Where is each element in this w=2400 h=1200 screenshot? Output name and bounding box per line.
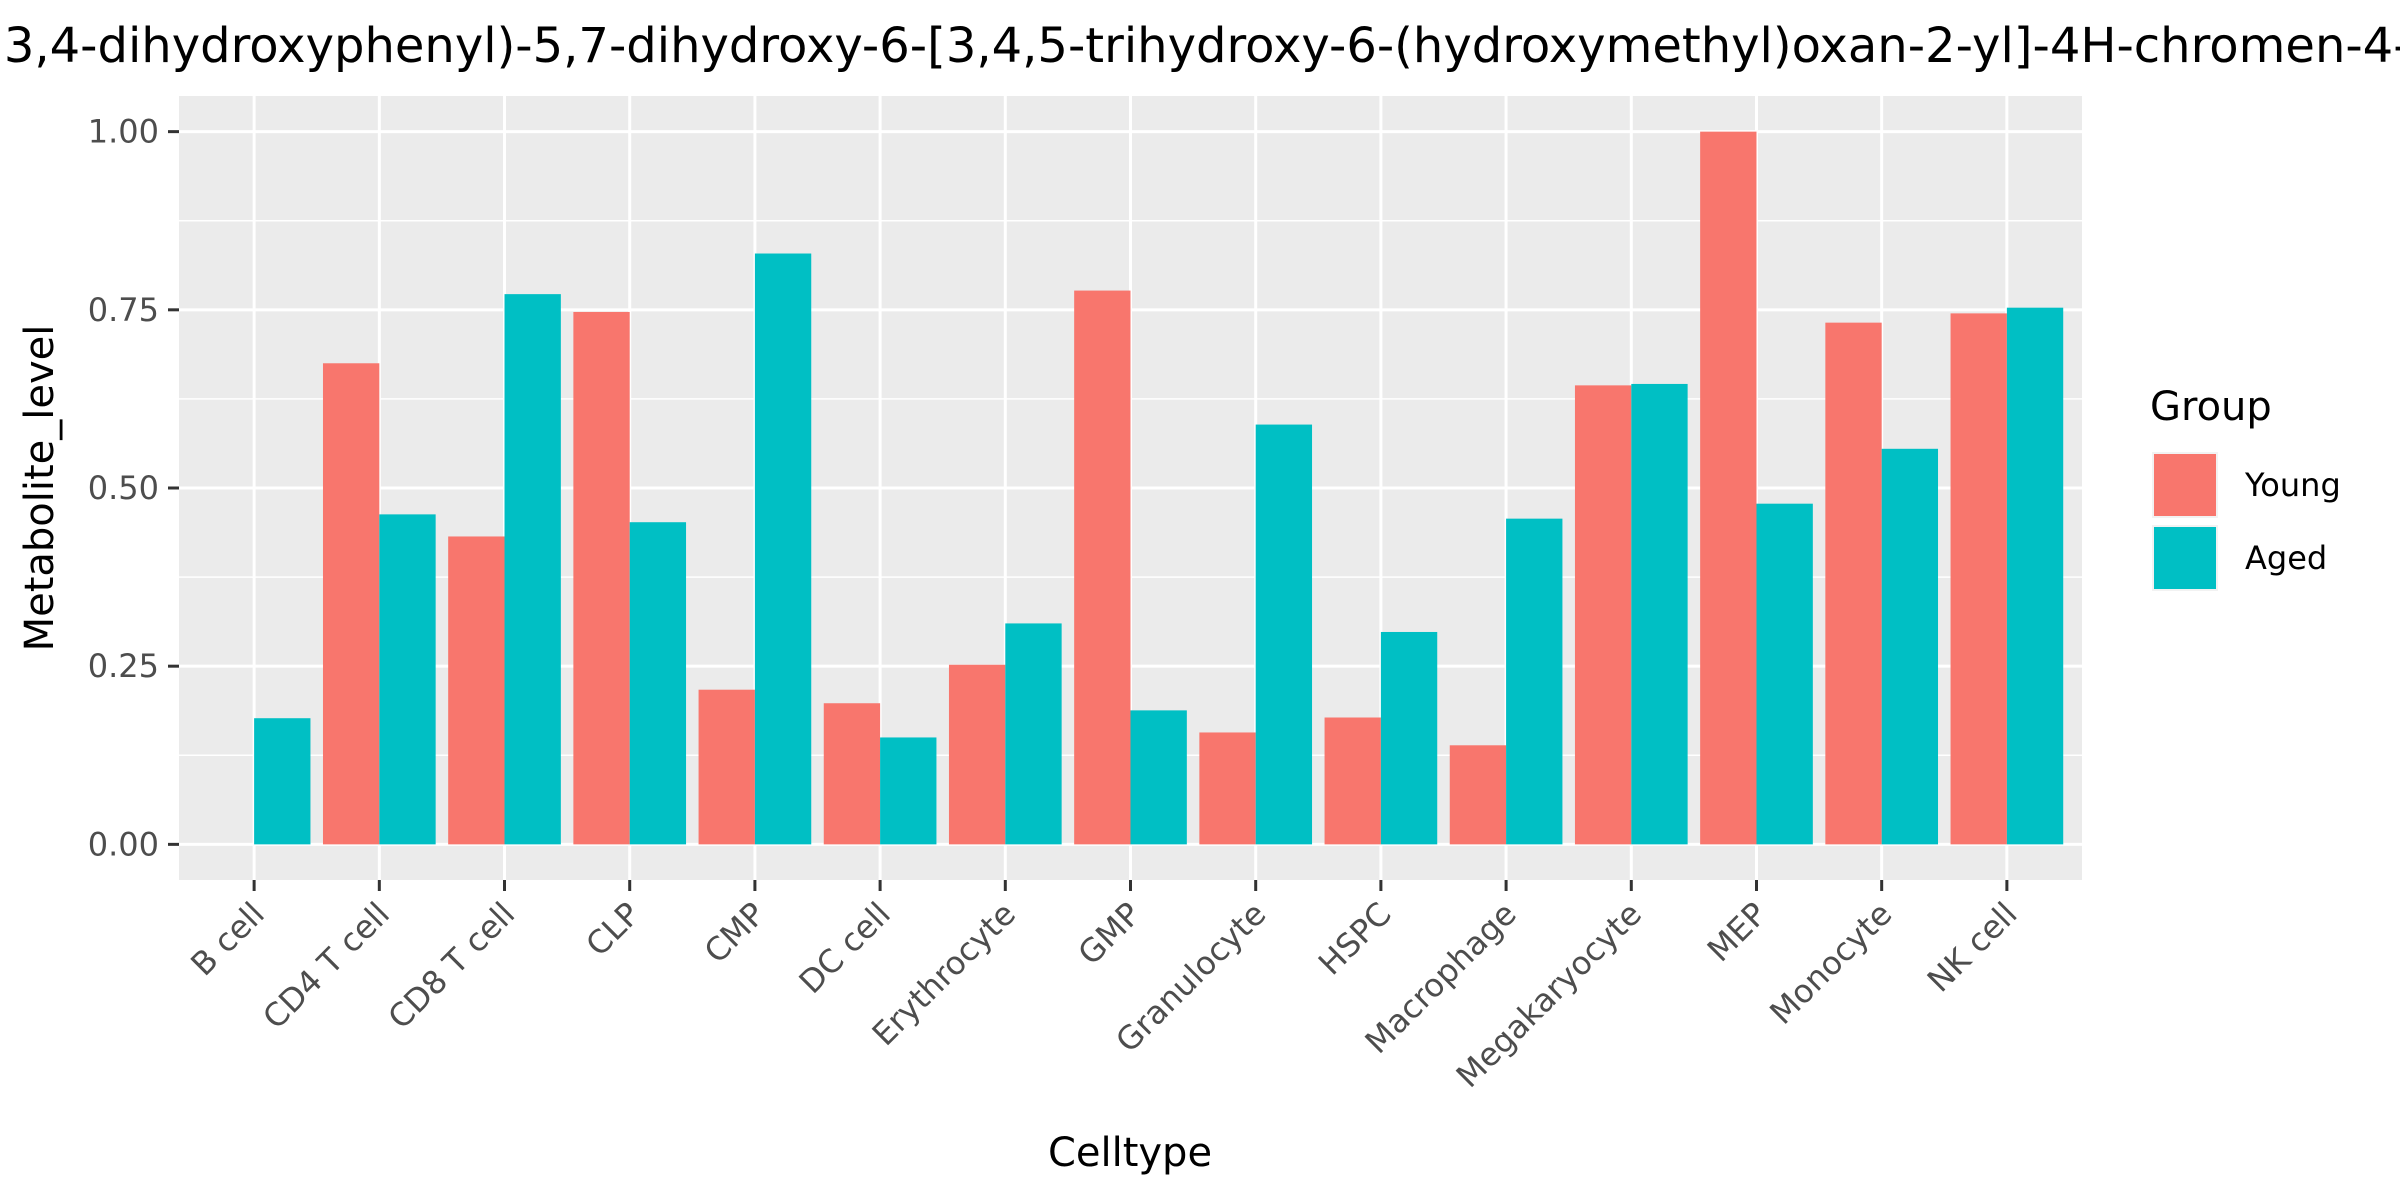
bar-young-mep bbox=[1700, 131, 1757, 845]
bar-aged-granulocyte bbox=[1255, 424, 1313, 845]
legend-key-aged bbox=[2154, 527, 2216, 589]
chart-title: 2-(3,4-dihydroxyphenyl)-5,7-dihydroxy-6-… bbox=[0, 18, 2400, 74]
bar-aged-cd4-t-cell bbox=[379, 514, 436, 845]
bar-aged-cmp bbox=[754, 253, 812, 845]
bar-young-megakaryocyte bbox=[1574, 385, 1632, 845]
bar-young-erythrocyte bbox=[948, 664, 1006, 845]
bar-aged-monocyte bbox=[1881, 448, 1939, 845]
x-tick-label: HSPC bbox=[1311, 895, 1399, 983]
x-tick-label: DC cell bbox=[792, 895, 898, 1001]
bar-young-clp bbox=[573, 311, 630, 845]
bar-aged-b-cell bbox=[254, 718, 311, 845]
legend-label-aged: Aged bbox=[2245, 539, 2327, 577]
bar-young-cmp bbox=[698, 689, 755, 845]
bar-aged-cd8-t-cell bbox=[504, 294, 561, 845]
bars bbox=[254, 131, 2064, 845]
y-axis: 0.00 0.25 0.50 0.75 1.00 bbox=[88, 113, 179, 863]
x-tick-label: CLP bbox=[578, 895, 647, 964]
bar-young-gmp bbox=[1074, 290, 1131, 845]
y-tick-label: 0.25 bbox=[88, 647, 159, 685]
y-tick-label: 0.00 bbox=[88, 825, 159, 863]
x-tick-label: CD4 T cell bbox=[255, 895, 397, 1037]
y-tick-label: 0.50 bbox=[88, 469, 159, 507]
legend-title: Group bbox=[2150, 384, 2272, 430]
x-axis-title: Celltype bbox=[1048, 1130, 1212, 1176]
bar-young-macrophage bbox=[1449, 745, 1507, 845]
bar-aged-macrophage bbox=[1506, 518, 1563, 845]
legend-items: Young Aged bbox=[2152, 452, 2341, 591]
bar-young-dc-cell bbox=[823, 703, 881, 845]
bar-young-hspc bbox=[1324, 717, 1381, 845]
bar-aged-mep bbox=[1756, 503, 1813, 845]
x-tick-label: Monocyte bbox=[1762, 895, 1899, 1032]
bar-aged-megakaryocyte bbox=[1631, 383, 1688, 845]
bar-young-nk-cell bbox=[1950, 313, 2007, 845]
legend: Group Young Aged bbox=[2150, 384, 2341, 591]
x-tick-label: NK cell bbox=[1920, 895, 2025, 1000]
bar-young-cd4-t-cell bbox=[322, 363, 380, 845]
legend-key-young bbox=[2154, 454, 2216, 516]
bar-aged-hspc bbox=[1380, 631, 1438, 845]
x-tick-label: GMP bbox=[1071, 895, 1149, 973]
bar-aged-gmp bbox=[1130, 710, 1187, 845]
bar-aged-nk-cell bbox=[2006, 307, 2064, 845]
legend-label-young: Young bbox=[2244, 466, 2341, 504]
x-tick-label: MEP bbox=[1700, 895, 1774, 969]
y-tick-label: 1.00 bbox=[88, 113, 159, 151]
bar-aged-erythrocyte bbox=[1005, 623, 1062, 845]
bar-young-monocyte bbox=[1825, 322, 1882, 845]
x-tick-label: CD8 T cell bbox=[381, 895, 523, 1037]
y-tick-label: 0.75 bbox=[88, 291, 159, 329]
x-tick-label: CMP bbox=[697, 895, 773, 971]
bar-aged-clp bbox=[629, 522, 687, 845]
bar-aged-dc-cell bbox=[880, 737, 937, 845]
y-axis-title: Metabolite_level bbox=[17, 325, 63, 652]
x-tick-label: B cell bbox=[183, 895, 272, 984]
bar-young-granulocyte bbox=[1199, 732, 1256, 845]
bar-young-cd8-t-cell bbox=[448, 536, 505, 845]
